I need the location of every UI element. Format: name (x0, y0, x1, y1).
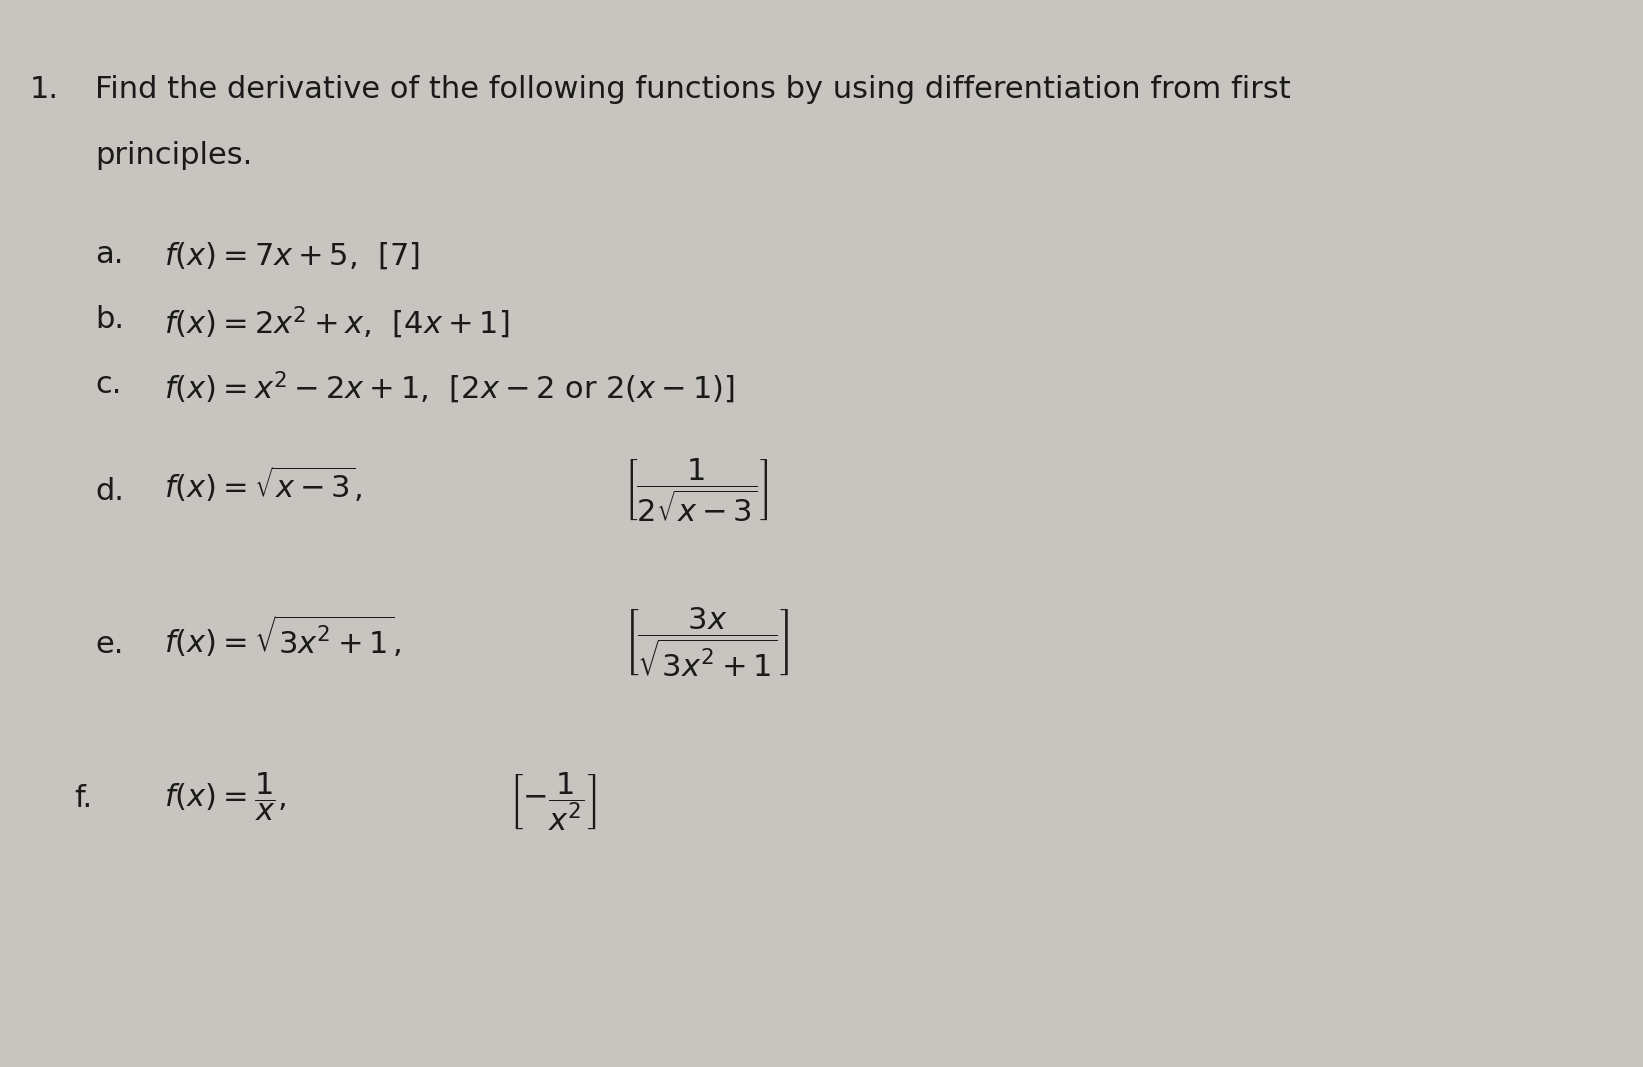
Text: a.: a. (95, 240, 123, 269)
Text: d.: d. (95, 477, 125, 506)
Text: $\left[\dfrac{1}{2\sqrt{x-3}}\right]$: $\left[\dfrac{1}{2\sqrt{x-3}}\right]$ (624, 457, 769, 524)
Text: b.: b. (95, 305, 125, 334)
Text: f.: f. (74, 784, 92, 813)
Text: $f(x)=\dfrac{1}{x}$,: $f(x)=\dfrac{1}{x}$, (164, 770, 286, 823)
Text: $f(x)=x^2-2x+1$,  $[2x-2$ or $2(x-1)]$: $f(x)=x^2-2x+1$, $[2x-2$ or $2(x-1)]$ (164, 370, 734, 407)
Text: $f(x)=2x^2+x$,  $[4x+1]$: $f(x)=2x^2+x$, $[4x+1]$ (164, 305, 509, 341)
Text: 1.: 1. (30, 75, 59, 103)
Text: $f(x)=\sqrt{x-3}$,: $f(x)=\sqrt{x-3}$, (164, 464, 363, 504)
Text: $f(x)=7x+5$,  $[7]$: $f(x)=7x+5$, $[7]$ (164, 240, 421, 271)
Text: Find the derivative of the following functions by using differentiation from fir: Find the derivative of the following fun… (95, 75, 1291, 103)
Text: principles.: principles. (95, 141, 253, 170)
Text: c.: c. (95, 370, 122, 399)
Text: e.: e. (95, 630, 123, 658)
Text: $\left[-\dfrac{1}{x^2}\right]$: $\left[-\dfrac{1}{x^2}\right]$ (509, 770, 596, 833)
Text: $\left[\dfrac{3x}{\sqrt{3x^2+1}}\right]$: $\left[\dfrac{3x}{\sqrt{3x^2+1}}\right]$ (624, 606, 790, 680)
Text: $f(x)=\sqrt{3x^2+1}$,: $f(x)=\sqrt{3x^2+1}$, (164, 614, 401, 659)
